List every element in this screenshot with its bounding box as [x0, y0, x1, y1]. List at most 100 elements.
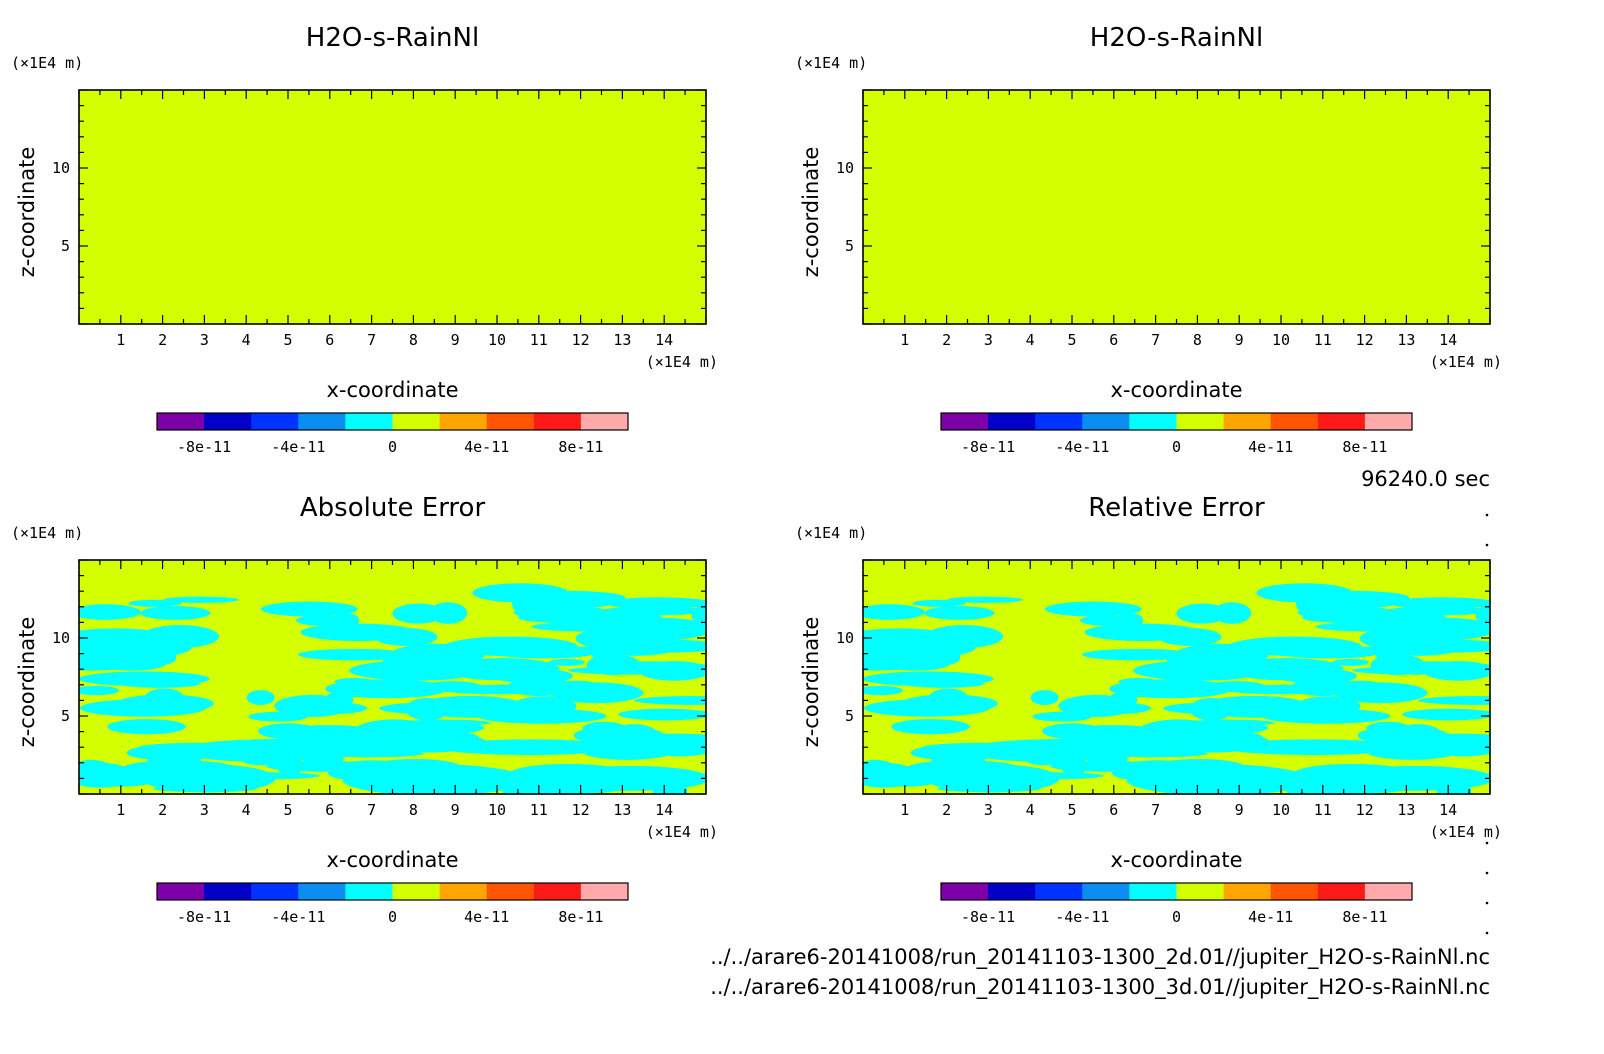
- x-tick-label: 7: [367, 331, 376, 349]
- colorbar-segment: [1270, 413, 1319, 430]
- contour-patch: [99, 657, 166, 671]
- contour-patch: [891, 719, 970, 735]
- contour-patch: [618, 708, 706, 721]
- colorbar-segment: [1364, 413, 1413, 430]
- contour-field: [79, 560, 706, 794]
- margin-dot: [1485, 543, 1489, 547]
- contour-patch: [401, 719, 491, 727]
- colorbar-frame: [940, 412, 1413, 431]
- y-unit-label: (×1E4 m): [795, 54, 867, 72]
- contour-patch: [1366, 721, 1411, 735]
- colorbar-segment: [1129, 883, 1177, 900]
- contour-patch: [79, 604, 141, 620]
- colorbar-segment: [1176, 413, 1225, 430]
- x-tick-label: 12: [1356, 801, 1374, 819]
- x-tick-label: 8: [1193, 331, 1202, 349]
- x-tick-label: 14: [1439, 801, 1457, 819]
- file-path: ../../arare6-20141008/run_20141103-1300_…: [710, 975, 1490, 1000]
- x-tick-label: 8: [409, 331, 418, 349]
- contour-patch: [274, 694, 351, 718]
- contour-patch: [477, 708, 607, 724]
- chart-title: Absolute Error: [300, 493, 486, 523]
- contour-patch: [1118, 677, 1158, 686]
- x-tick-label: 13: [1397, 801, 1415, 819]
- contour-patch: [438, 739, 623, 755]
- contour-patch: [1297, 604, 1391, 621]
- x-unit-label: (×1E4 m): [646, 353, 718, 371]
- y-axis-label: z-coordinate: [15, 147, 39, 278]
- colorbar-tick-label: -8e-11: [961, 438, 1015, 456]
- x-tick-label: 9: [1235, 801, 1244, 819]
- colorbar-tick-label: 4e-11: [464, 908, 509, 926]
- contour-field: [79, 90, 706, 324]
- contour-patch: [342, 764, 527, 794]
- contour-patch: [438, 684, 562, 695]
- colorbar-tick-label: 0: [1172, 908, 1181, 926]
- chart-title: Relative Error: [1088, 493, 1265, 523]
- colorbar-tick-label: 8e-11: [558, 908, 603, 926]
- x-tick-label: 12: [572, 801, 590, 819]
- contour-patch: [912, 599, 966, 607]
- x-tick-label: 8: [409, 801, 418, 819]
- y-tick-label: 10: [836, 629, 854, 647]
- contour-patch: [1335, 765, 1490, 791]
- contour-patch: [1176, 603, 1228, 624]
- contour-patch: [863, 671, 994, 687]
- colorbar-segment: [204, 413, 252, 430]
- colorbar-segment: [345, 413, 393, 430]
- chart-title: H2O-s-RainNl: [306, 23, 479, 53]
- x-tick-label: 12: [1356, 331, 1374, 349]
- x-tick-label: 9: [1235, 331, 1244, 349]
- colorbar: -8e-11 -4e-11 0 4e-11 8e-11: [940, 412, 1413, 456]
- colorbar-tick-label: 4e-11: [1248, 908, 1293, 926]
- contour-patch: [1044, 601, 1142, 617]
- contour-patch: [933, 650, 961, 665]
- field-background: [79, 90, 706, 324]
- margin-dot: [1485, 513, 1489, 517]
- y-unit-label: (×1E4 m): [11, 524, 83, 542]
- colorbar-tick-label: 0: [388, 438, 397, 456]
- x-tick-label: 1: [900, 801, 909, 819]
- contour-patch: [141, 764, 276, 793]
- x-tick-label: 2: [942, 331, 951, 349]
- contour-patch: [107, 719, 186, 735]
- colorbar-segment: [392, 413, 441, 430]
- chart-panel-4: Relative Error(×1E4 m)1 2 3 4 5 6 7 8 9 10 11 12 13 1…: [795, 493, 1502, 926]
- colorbar-segment: [439, 413, 488, 430]
- colorbar-segment: [533, 413, 582, 430]
- x-tick-label: 2: [158, 801, 167, 819]
- x-unit-label: (×1E4 m): [1430, 823, 1502, 841]
- x-tick-label: 2: [158, 331, 167, 349]
- x-tick-label: 10: [488, 331, 506, 349]
- contour-patch: [144, 688, 185, 708]
- y-unit-label: (×1E4 m): [795, 524, 867, 542]
- contour-patch: [79, 628, 176, 651]
- contour-patch: [1202, 731, 1264, 745]
- colorbar-tick-label: 0: [1172, 438, 1181, 456]
- colorbar-frame: [156, 882, 629, 901]
- contour-patch: [656, 738, 702, 756]
- x-tick-label: 3: [984, 801, 993, 819]
- x-tick-label: 1: [116, 801, 125, 819]
- x-axis-label: x-coordinate: [1110, 848, 1242, 872]
- x-unit-label: (×1E4 m): [1430, 353, 1502, 371]
- contour-patch: [947, 596, 1023, 603]
- x-tick-label: 5: [283, 801, 292, 819]
- colorbar-segment: [580, 883, 629, 900]
- contour-patch: [246, 690, 275, 706]
- y-axis-label: z-coordinate: [799, 617, 823, 748]
- contour-patch: [149, 650, 177, 665]
- contour-patch: [863, 762, 918, 788]
- chart-panel-2: H2O-s-RainNl(×1E4 m)1 2 3 4 5 6 7 8 9 10 11 12 13 145…: [795, 23, 1502, 456]
- colorbar-segment: [251, 413, 299, 430]
- contour-patch: [349, 660, 483, 681]
- colorbar-segment: [157, 883, 205, 900]
- colorbar-tick-label: -4e-11: [1055, 908, 1109, 926]
- colorbar-segment: [941, 413, 989, 430]
- x-tick-label: 3: [200, 801, 209, 819]
- chart-title: H2O-s-RainNl: [1090, 23, 1263, 53]
- colorbar-segment: [392, 883, 441, 900]
- colorbar-tick-label: -4e-11: [271, 438, 325, 456]
- colorbar-segment: [345, 883, 393, 900]
